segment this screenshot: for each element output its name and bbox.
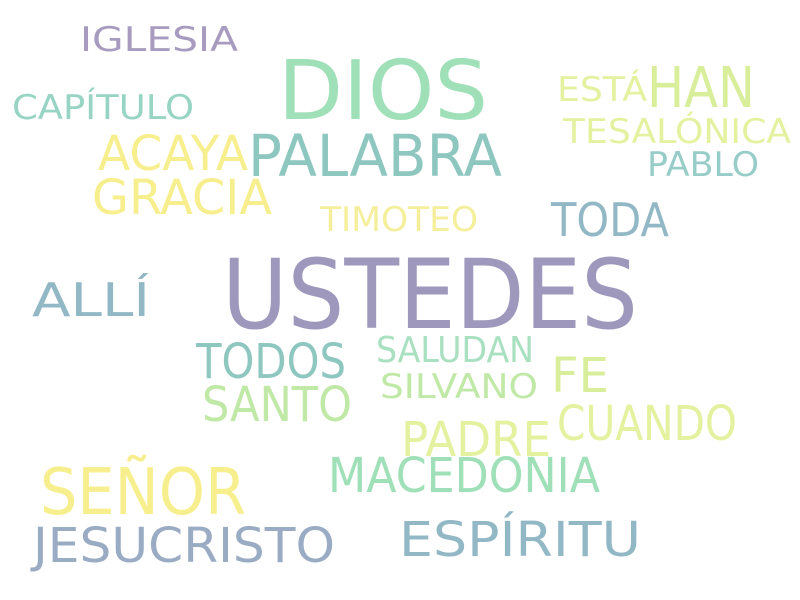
word-senor: SEÑOR: [40, 455, 246, 530]
word-tesalonica: TESALÓNICA: [562, 111, 791, 152]
word-pablo: PABLO: [647, 145, 759, 185]
word-timoteo: TIMOTEO: [319, 200, 478, 240]
word-saludan: SALUDAN: [376, 330, 534, 371]
word-dios: DIOS: [278, 44, 488, 139]
word-espiritu: ESPÍRITU: [399, 511, 641, 568]
word-gracia: GRACIA: [92, 170, 272, 226]
word-padre: PADRE: [401, 412, 551, 468]
word-cuando: CUANDO: [557, 396, 737, 452]
word-iglesia: IGLESIA: [80, 20, 238, 60]
word-alli: ALLÍ: [32, 273, 150, 327]
word-han: HAN: [647, 56, 755, 121]
word-todos: TODOS: [195, 334, 346, 390]
word-fe: FE: [551, 348, 609, 404]
word-jesucristo: JESUCRISTO: [30, 518, 335, 574]
word-macedonia: MACEDONIA: [328, 448, 600, 504]
word-toda: TODA: [550, 193, 669, 247]
word-santo: SANTO: [202, 377, 352, 433]
word-capitulo: CAPÍTULO: [12, 87, 194, 128]
word-silvano: SILVANO: [380, 367, 538, 407]
word-esta: ESTÁ: [557, 69, 647, 110]
word-ustedes: USTEDES: [222, 239, 638, 351]
word-acaya: ACAYA: [98, 126, 248, 182]
word-palabra: PALABRA: [248, 122, 502, 190]
